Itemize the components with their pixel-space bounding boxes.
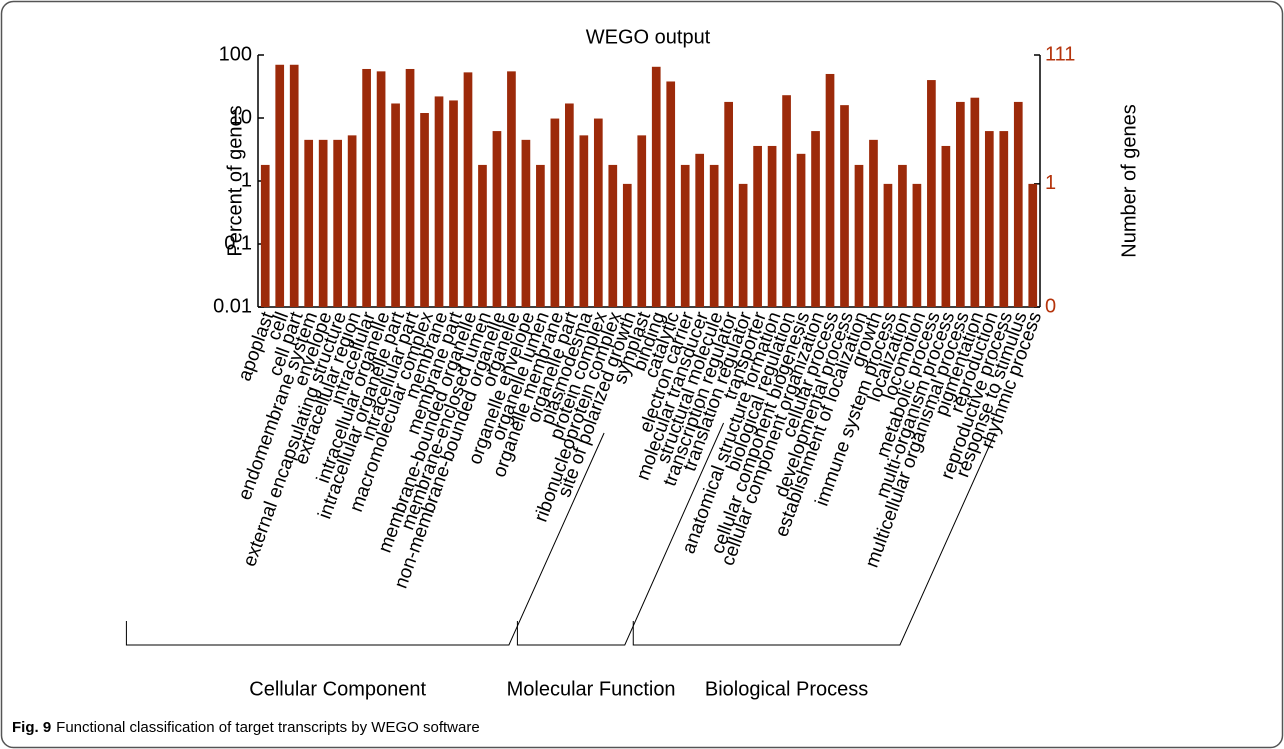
bar [811,131,820,307]
bar [984,131,994,307]
y-tick-label: 10 [230,106,252,128]
group-bracket [516,422,725,646]
bar [593,118,603,307]
bar [738,183,748,307]
bar [492,131,502,307]
y2-tick-label: 0 [1045,295,1056,317]
group-label: Cellular Component [249,678,426,700]
bar [434,96,444,307]
y-tick-label: 0.1 [224,232,252,254]
bar [347,135,357,307]
bar [709,164,719,307]
y2-tick-label: 111 [1045,43,1075,65]
bar [318,139,328,307]
bar [651,66,661,307]
bar [463,72,473,307]
bar [724,101,733,307]
group-label: Biological Process [705,678,868,700]
y2-axis-label: Number of genes [1118,104,1140,257]
bar [1013,101,1023,307]
bar [869,139,878,307]
bar [622,183,632,307]
bar [796,153,806,307]
group-bracket [632,432,996,646]
bar [420,113,429,307]
y-axis-label: Percent of genes [224,105,246,256]
chart-title: WEGO output [586,26,711,48]
bar [260,164,270,307]
caption: Fig. 9 Functional classification of targe… [12,719,480,736]
bar [536,164,545,307]
bar [840,105,849,307]
bar [391,103,400,307]
bar [362,68,371,307]
bar [782,95,791,307]
y-tick-label: 100 [219,43,252,65]
bar [898,164,907,307]
bar [927,80,936,307]
group-bracket [125,432,605,646]
y-tick-label: 1 [241,169,252,191]
bar [507,71,516,307]
caption-label: Fig. 9 [12,719,51,736]
bar [275,64,285,308]
bar [376,71,386,307]
bar [405,68,415,307]
bar [304,139,314,307]
bar [550,118,560,307]
bar [695,153,705,307]
bar [637,135,647,307]
bar [666,81,676,307]
y-tick-label: 0.01 [213,295,252,317]
bar [970,97,980,307]
bar [883,183,893,307]
bar [579,135,589,307]
bar [565,103,574,307]
bar [956,101,965,307]
group-label: Molecular Function [507,678,676,700]
bar [449,100,458,307]
bar [289,64,299,308]
bar [333,139,342,307]
bar [912,183,922,307]
y2-tick-label: 1 [1045,172,1056,194]
bar [767,145,777,307]
bar [521,139,531,307]
bar [478,164,487,307]
bar [941,145,951,307]
bar [753,145,762,307]
bar [825,73,835,307]
bar [999,131,1009,307]
caption-text: Functional classification of target tran… [56,719,480,736]
bar [680,164,690,307]
bar [854,164,864,307]
bar [608,164,618,307]
bar [1028,183,1038,307]
